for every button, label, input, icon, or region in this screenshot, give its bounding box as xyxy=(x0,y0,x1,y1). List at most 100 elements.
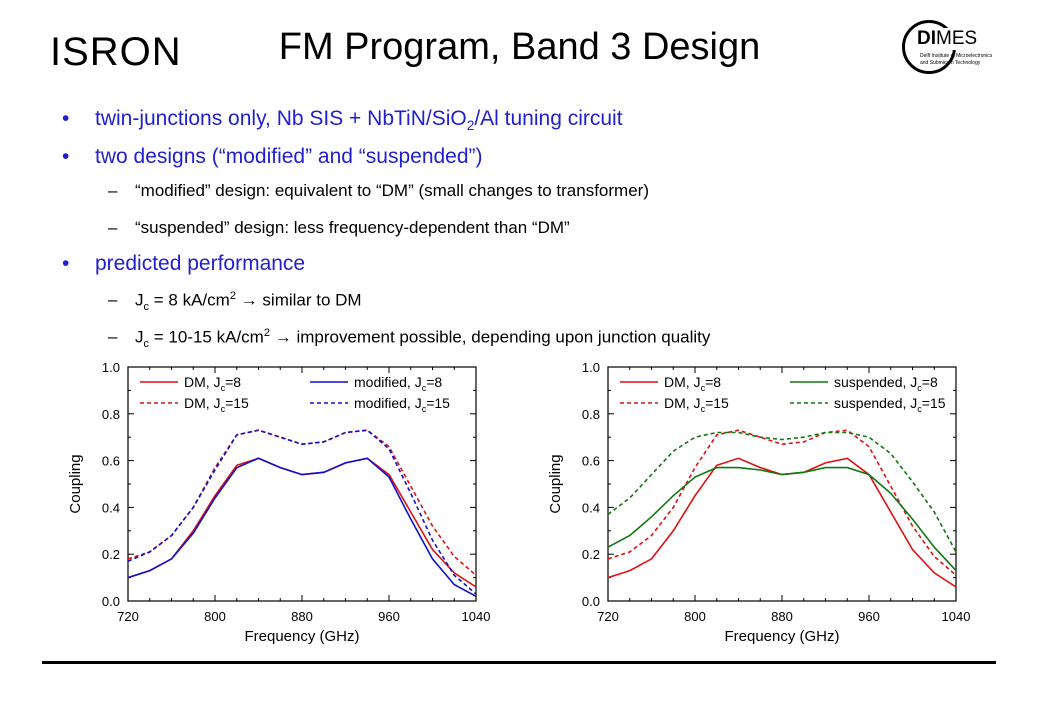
legend-label-rest: =8 xyxy=(922,374,938,390)
x-tick-label: 1040 xyxy=(942,609,971,624)
series-line-2 xyxy=(127,457,477,598)
y-tick-label: 1.0 xyxy=(582,360,600,375)
bullet-text-post: → improvement possible, depending upon j… xyxy=(270,327,711,347)
bullet-text-mid: = 8 kA/cm xyxy=(149,290,230,310)
legend-subscript: c xyxy=(917,404,922,414)
legend-subscript: c xyxy=(221,383,226,393)
y-tick-label: 0.8 xyxy=(582,407,600,422)
bullet-text-pre: “suspended” design: less frequency-depen… xyxy=(135,218,570,237)
chart-left-svg: 720 800 880 960 1040 0.0 0.2 0.4 0.6 0.8 1.0 Freque… xyxy=(67,360,491,645)
bullet-dot-icon: • xyxy=(62,145,70,168)
y-tick-label: 0.4 xyxy=(102,500,120,515)
y-tick-label: 0.2 xyxy=(582,547,600,562)
dimes-logo-sub2: and Submicron Technology xyxy=(920,60,981,66)
bullet-text-sub: c xyxy=(143,301,150,314)
dimes-logo-word: DIMES xyxy=(916,28,979,50)
bullet-dash-icon: – xyxy=(108,181,118,200)
y-tick-label: 0.0 xyxy=(582,594,600,609)
series-line-1 xyxy=(127,429,477,576)
bullet-dot-icon: • xyxy=(62,107,70,130)
x-tick-label: 800 xyxy=(684,609,706,624)
chart-left: 720 800 880 960 1040 0.0 0.2 0.4 0.6 0.8 1.0 Freque… xyxy=(58,355,498,655)
legend-subscript: c xyxy=(917,383,922,393)
y-tick-label: 0.6 xyxy=(102,454,120,469)
bullet-text-pre: J xyxy=(135,290,144,310)
legend-label-3: modified, Jc=15 xyxy=(354,395,450,414)
bottom-divider xyxy=(42,661,996,664)
bullet-text-post: → similar to DM xyxy=(235,290,362,310)
x-tick-label: 720 xyxy=(117,609,139,624)
bullet-text: twin-junctions only, Nb SIS + NbTiN/SiO2… xyxy=(95,107,623,133)
legend-label-rest: =15 xyxy=(705,395,729,411)
y-axis-label: Coupling xyxy=(67,454,84,513)
bullet-text-sup: 2 xyxy=(263,327,270,339)
chart-right-svg: 720 800 880 960 1040 0.0 0.2 0.4 0.6 0.8 1.0 Freque… xyxy=(547,360,971,645)
legend-subscript: c xyxy=(422,404,427,414)
x-axis-label: Frequency (GHz) xyxy=(244,628,359,645)
x-tick-label: 720 xyxy=(597,609,619,624)
series-line-3 xyxy=(127,429,477,595)
legend-label-0: DM, Jc=8 xyxy=(184,374,241,393)
legend-label-rest: =8 xyxy=(705,374,721,390)
legend-label-2: modified, Jc=8 xyxy=(354,374,442,393)
legend-label-rest: =15 xyxy=(225,395,249,411)
bullet-text: two designs (“modified” and “suspended”) xyxy=(95,145,483,169)
chart-right: 720 800 880 960 1040 0.0 0.2 0.4 0.6 0.8 1.0 Freque… xyxy=(538,355,978,655)
bullet-text-post: /Al tuning circuit xyxy=(474,107,623,130)
bullet-text: Jc = 8 kA/cm2 → similar to DM xyxy=(135,290,362,313)
legend-label-rest: =8 xyxy=(426,374,442,390)
x-tick-label: 800 xyxy=(204,609,226,624)
bullet-text-pre: J xyxy=(135,327,144,347)
x-tick-label: 880 xyxy=(771,609,793,624)
y-tick-label: 0.0 xyxy=(102,594,120,609)
legend-label-3: suspended, Jc=15 xyxy=(834,395,946,414)
bullet-dot-icon: • xyxy=(62,252,70,275)
bullet-dash-icon: – xyxy=(108,290,118,309)
y-axis-label: Coupling xyxy=(547,454,564,513)
bullet-text: predicted performance xyxy=(95,252,305,276)
bullet-text: Jc = 10-15 kA/cm2 → improvement possible… xyxy=(135,327,710,350)
x-tick-label: 1040 xyxy=(462,609,491,624)
x-tick-label: 960 xyxy=(858,609,880,624)
page-title: FM Program, Band 3 Design xyxy=(278,26,761,68)
legend-label-1: DM, Jc=15 xyxy=(184,395,249,414)
legend-subscript: c xyxy=(701,383,706,393)
legend-subscript: c xyxy=(701,404,706,414)
bullet-text-sub: c xyxy=(143,338,150,351)
bullet-dash-icon: – xyxy=(108,218,118,237)
dimes-logo: DIMES Delft Institute of Microelectronic… xyxy=(898,18,1018,78)
series-line-3 xyxy=(607,431,957,553)
y-tick-label: 0.8 xyxy=(102,407,120,422)
bullet-text-mid: = 10-15 kA/cm xyxy=(149,327,264,347)
bullet-text-pre: two designs (“modified” and “suspended”) xyxy=(95,145,483,168)
legend-label-rest: =8 xyxy=(225,374,241,390)
isron-logo: ISRON xyxy=(50,30,182,74)
x-axis-label: Frequency (GHz) xyxy=(724,628,839,645)
bullet-text: “suspended” design: less frequency-depen… xyxy=(135,218,570,238)
bullet-text-pre: “modified” design: equivalent to “DM” (s… xyxy=(135,181,649,200)
series-line-0 xyxy=(607,457,957,588)
legend-subscript: c xyxy=(221,404,226,414)
x-tick-label: 960 xyxy=(378,609,400,624)
legend-label-rest: =15 xyxy=(426,395,450,411)
bullet-text-sup: 2 xyxy=(229,290,236,302)
bullet-text-pre: predicted performance xyxy=(95,252,306,275)
y-tick-label: 0.6 xyxy=(582,454,600,469)
legend-label-0: DM, Jc=8 xyxy=(664,374,721,393)
y-tick-label: 0.4 xyxy=(582,500,600,515)
bullet-text-pre: twin-junctions only, Nb SIS + NbTiN/SiO xyxy=(95,107,467,130)
legend-label-1: DM, Jc=15 xyxy=(664,395,729,414)
bullet-text-sub: 2 xyxy=(466,118,475,134)
x-tick-label: 880 xyxy=(291,609,313,624)
series-line-1 xyxy=(607,429,957,576)
legend-label-rest: =15 xyxy=(922,395,946,411)
y-tick-label: 1.0 xyxy=(102,360,120,375)
y-tick-label: 0.2 xyxy=(102,547,120,562)
bullet-dash-icon: – xyxy=(108,327,118,346)
legend-subscript: c xyxy=(422,383,427,393)
series-line-2 xyxy=(607,466,957,572)
bullet-text: “modified” design: equivalent to “DM” (s… xyxy=(135,181,649,201)
plot-frame xyxy=(127,366,477,602)
dimes-logo-sub1: Delft Institute of Microelectronics xyxy=(920,53,993,59)
legend-label-2: suspended, Jc=8 xyxy=(834,374,938,393)
